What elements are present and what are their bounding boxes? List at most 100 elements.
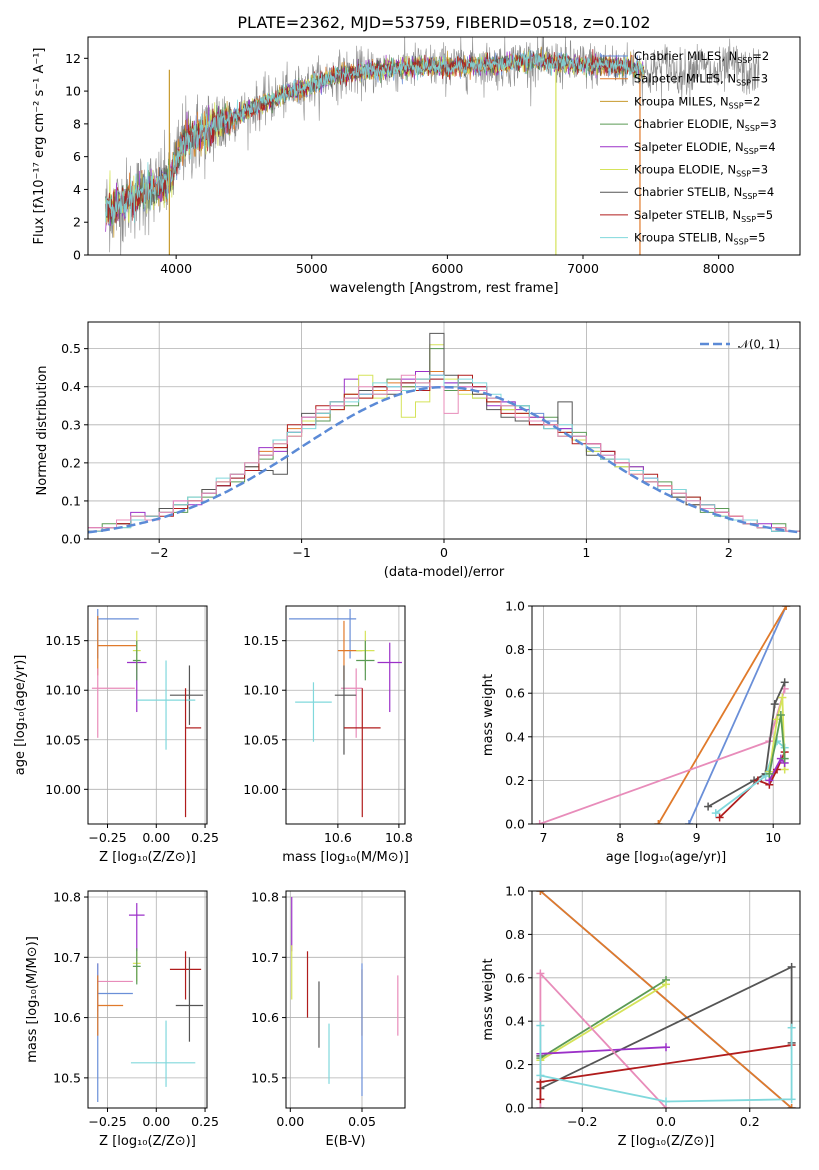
legend-entry-sub: SSP [737, 56, 752, 65]
age_vs_mass-ytick-label: 10.00 [243, 782, 279, 797]
residuals-ytick-label: 0.4 [61, 379, 81, 394]
legend-entry: Kroupa ELODIE, NSSP=3 [634, 163, 768, 179]
legend-entry-sub: SSP [729, 101, 744, 110]
mass_vs_Z-xtick-label: −0.25 [88, 1114, 126, 1129]
spectrum-axes: 4000 5000 6000 7000 8000 0 2 4 6 8 10 12 wavelength … [32, 48, 735, 297]
age_vs_Z-ytick-label: 10.10 [45, 683, 81, 698]
mass_vs_Z-ytick-label: 10.5 [53, 1070, 81, 1085]
weight_vs_age-ylabel: mass weight [481, 674, 496, 756]
age_vs_mass-ytick-label: 10.15 [243, 633, 279, 648]
mass_vs_Z-ytick-label: 10.8 [53, 890, 81, 905]
weight-line [688, 606, 788, 824]
residuals-data [88, 332, 800, 534]
legend-entry-sub: SSP [745, 124, 760, 133]
age_vs_mass-xlabel: mass [log₁₀(M/M⊙)] [282, 850, 409, 865]
residuals-ytick-label: 0.5 [61, 341, 81, 356]
weight_vs_Z-ytick-label: 0.2 [505, 1057, 525, 1072]
weight_vs_Z-xtick-label: −0.2 [567, 1114, 597, 1129]
legend-entry-tail: =2 [752, 49, 769, 63]
age_vs_mass-data [289, 608, 402, 818]
spectrum-ytick-label: 0 [73, 248, 81, 263]
spectrum-ytick-label: 6 [73, 149, 81, 164]
weight-line [539, 983, 667, 1062]
spectrum-frame [87, 36, 801, 256]
legend-entry: Chabrier ELODIE, NSSP=3 [634, 117, 777, 133]
weight_vs_age-ytick-label: 0.4 [505, 729, 525, 744]
legend-entry: Chabrier STELIB, NSSP=4 [634, 185, 774, 201]
age_vs_Z-ylabel: age [log₁₀(age/yr)] [13, 655, 28, 776]
weight_vs_age-xtick-label: 10 [765, 830, 781, 845]
age_vs_Z-axes: −0.25 0.00 0.25 10.00 10.05 10.10 10.15 Z [log₁… [13, 606, 219, 865]
age_vs_mass-xtick-label: 10.6 [324, 830, 352, 845]
spectrum-model-line [105, 49, 645, 226]
weight_vs_Z-ytick-label: 0.8 [505, 927, 525, 942]
mass_vs_Z-xtick-label: 0.00 [142, 1114, 170, 1129]
normal-curve [88, 385, 800, 534]
weight_vs_Z-ytick-label: 0.4 [505, 1014, 525, 1029]
legend-entry-sub: SSP [736, 170, 751, 179]
age_vs_Z-xtick-label: −0.25 [88, 830, 126, 845]
weight_vs_age-xlabel: age [log₁₀(age/yr)] [606, 850, 727, 865]
age_vs_Z-xtick-label: 0.00 [142, 830, 170, 845]
age_vs_Z-xlabel: Z [log₁₀(Z/Z⊙)] [99, 850, 196, 865]
legend-entry-tail: =3 [751, 163, 768, 177]
mass_vs_EBV-frame [285, 890, 406, 1109]
residuals-xtick-label: 1 [582, 545, 590, 560]
age_vs_mass-xtick-label: 10.8 [385, 830, 413, 845]
weight_vs_age-ytick-label: 1.0 [505, 599, 525, 614]
weight_vs_age-ytick-label: 0.0 [505, 817, 525, 832]
weight_vs_age-axes: 7 8 9 10 0.0 0.2 0.4 0.6 0.8 1.0 age [log₁₀(age/yr… [481, 599, 800, 865]
weight_vs_age-xtick-label: 9 [693, 830, 701, 845]
age_vs_Z-xtick-label: 0.25 [191, 830, 219, 845]
mass_vs_Z-data [97, 903, 204, 1102]
spectrum-ytick-label: 12 [65, 51, 81, 66]
residuals-xtick-label: 0 [440, 545, 448, 560]
weight_vs_age-ytick-label: 0.8 [505, 642, 525, 657]
legend-entry-text: Kroupa ELODIE, N [634, 163, 736, 177]
legend-entry-tail: =3 [751, 72, 768, 86]
residuals-frame [87, 321, 801, 540]
mass_vs_EBV-ytick-label: 10.5 [251, 1070, 279, 1085]
legend-entry: Salpeter STELIB, NSSP=5 [634, 208, 773, 224]
legend-entry: Kroupa MILES, NSSP=2 [634, 94, 760, 110]
mass_vs_Z-axes: −0.25 0.00 0.25 10.5 10.6 10.7 10.8 Z [log₁₀(Z/… [25, 890, 219, 1149]
weight_vs_age-ytick-label: 0.6 [505, 686, 525, 701]
mass_vs_EBV-ytick-label: 10.7 [251, 950, 279, 965]
spectrum-ytick-label: 8 [73, 116, 81, 131]
spectrum-xtick-label: 4000 [160, 261, 192, 276]
weight_vs_Z-xlabel: Z [log₁₀(Z/Z⊙)] [618, 1134, 715, 1149]
spectrum-xtick-label: 7000 [567, 261, 599, 276]
spectrum-xtick-label: 6000 [431, 261, 463, 276]
mass_vs_Z-xtick-label: 0.25 [191, 1114, 219, 1129]
age_vs_Z-ytick-label: 10.15 [45, 633, 81, 648]
residuals-xtick-label: 2 [725, 545, 733, 560]
legend-entry-tail: =5 [756, 208, 773, 222]
legend-entry-text: Salpeter MILES, N [634, 72, 736, 86]
mass_vs_EBV-xtick-label: 0.05 [348, 1114, 376, 1129]
legend-entry-tail: =4 [759, 140, 776, 154]
legend-entry-sub: SSP [744, 147, 759, 156]
weight_vs_Z-axes: −0.2 0.0 0.2 0.0 0.2 0.4 0.6 0.8 1.0 Z [log₁₀(Z/Z… [481, 884, 800, 1149]
legend-entry: Salpeter ELODIE, NSSP=4 [634, 140, 776, 156]
spectrum-data [105, 37, 760, 255]
residuals-axes: −2 −1 0 1 2 0.0 0.1 0.2 0.3 0.4 0.5 (data-model)/er… [35, 322, 800, 580]
age_vs_mass-frame [285, 605, 406, 825]
weight-line [540, 1046, 667, 1055]
legend-entry: Salpeter MILES, NSSP=3 [634, 72, 768, 88]
legend-entry-text: Chabrier MILES, N [634, 49, 737, 63]
spectrum-ytick-label: 4 [73, 182, 81, 197]
legend-entry-text: Salpeter ELODIE, N [634, 140, 744, 154]
spectrum-xtick-label: 5000 [296, 261, 328, 276]
legend-entry-tail: =5 [749, 231, 766, 245]
mass_vs_EBV-ytick-label: 10.6 [251, 1010, 279, 1025]
mass_vs_EBV-data [291, 897, 399, 1096]
spectrum-ylabel: Flux [fλ10⁻¹⁷ erg cm⁻² s⁻¹ A⁻¹] [32, 48, 47, 245]
legend-entry-text: Salpeter STELIB, N [634, 208, 741, 222]
age_vs_Z-data [91, 608, 204, 818]
legend-entry-text: Kroupa MILES, N [634, 94, 729, 108]
mass_vs_EBV-xlabel: E(B-V) [325, 1134, 365, 1149]
residuals-xtick-label: −2 [150, 545, 168, 560]
legend-entry: Chabrier MILES, NSSP=2 [634, 49, 769, 65]
mass_vs_Z-frame [87, 890, 208, 1109]
